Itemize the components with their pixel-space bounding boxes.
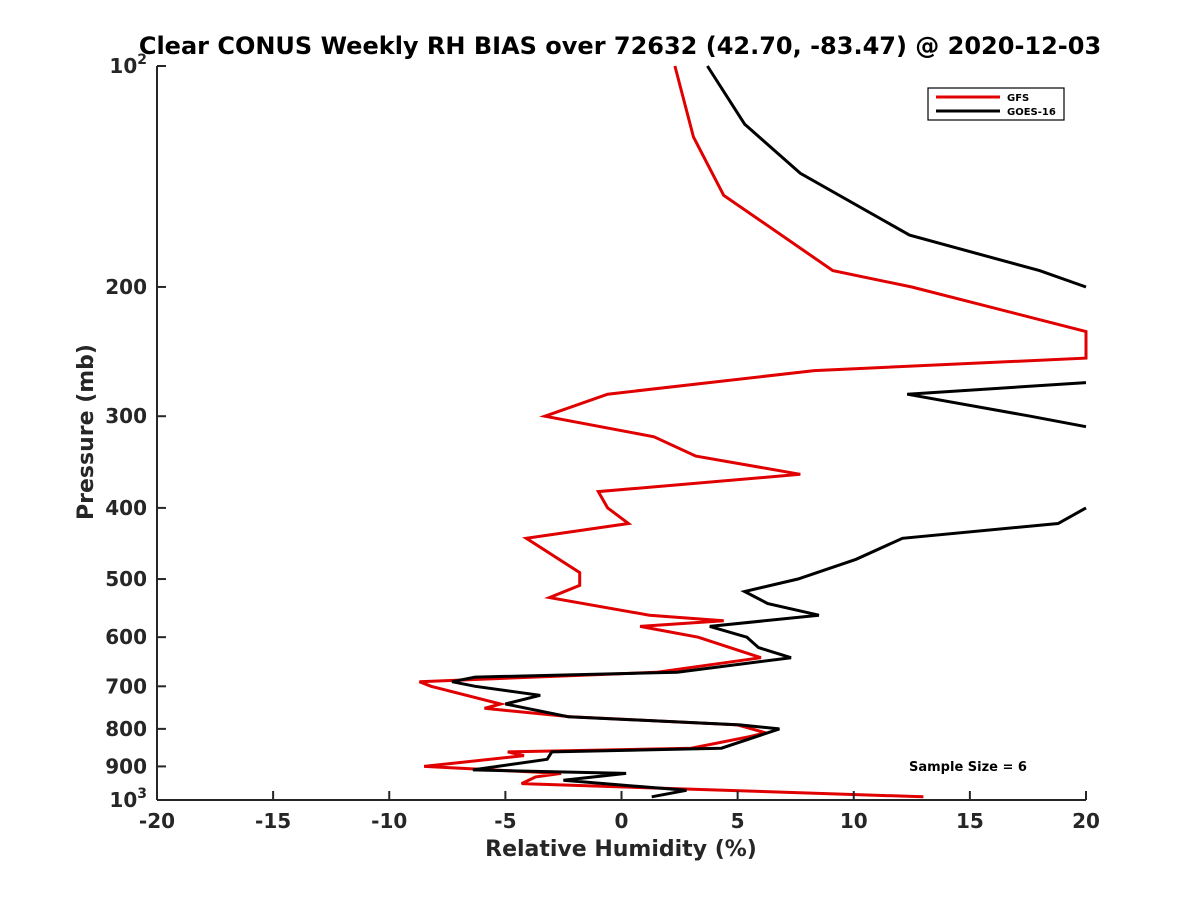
x-tick-label: -20 (139, 809, 175, 833)
x-tick-label: -15 (255, 809, 291, 833)
x-tick-label: 20 (1072, 809, 1100, 833)
y-tick-label: 102 (109, 52, 147, 78)
plot-area: -20 -15 -10 -5 0 5 10 15 20 102 200 300 400 500 600 700… (105, 52, 1100, 833)
series-line-goes-16 (451, 65, 1087, 799)
y-tick-label: 300 (105, 404, 147, 428)
chart-title: Clear CONUS Weekly RH BIAS over 72632 (4… (139, 32, 1101, 60)
legend-box (927, 87, 1065, 121)
sample-size-annotation: Sample Size = 6 (909, 760, 1027, 775)
y-tick-label: 600 (105, 625, 147, 649)
x-tick-label: 15 (956, 809, 984, 833)
x-tick-label: -5 (494, 809, 516, 833)
series-layer (418, 65, 1088, 799)
y-axis-label: Pressure (mb) (74, 344, 99, 520)
y-tick-label: 900 (105, 754, 147, 778)
legend-label-goes-16: GOES-16 (1007, 107, 1056, 118)
x-tick-label: 0 (615, 809, 629, 833)
y-tick-label: 103 (109, 786, 147, 812)
y-tick-label: 500 (105, 567, 147, 591)
y-tick-label: 400 (105, 496, 147, 520)
legend-label-gfs: GFS (1007, 93, 1029, 104)
legend: GFS GOES-16 (927, 87, 1065, 121)
x-tick-label: 10 (840, 809, 868, 833)
y-tick-label: 700 (105, 674, 147, 698)
x-axis-label: Relative Humidity (%) (485, 837, 757, 862)
y-tick-label: 800 (105, 717, 147, 741)
y-tick-label: 200 (105, 275, 147, 299)
axes-layer: -20 -15 -10 -5 0 5 10 15 20 102 200 300 400 500 600 700… (105, 52, 1100, 833)
x-tick-label: -10 (371, 809, 407, 833)
x-tick-label: 5 (731, 809, 745, 833)
